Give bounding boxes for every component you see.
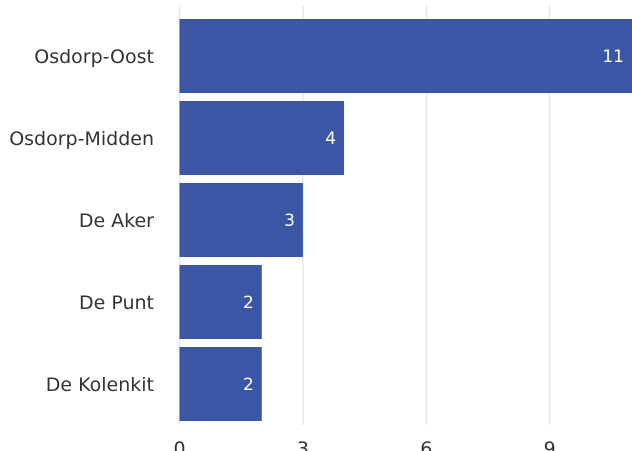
bar-value-label: 3 bbox=[284, 211, 295, 231]
category-label: De Aker bbox=[79, 210, 154, 232]
bar-value-label: 4 bbox=[325, 129, 336, 149]
bar bbox=[179, 265, 262, 339]
category-labels: Osdorp-Oost Osdorp-Midden De Aker De Punt De… bbox=[9, 46, 154, 396]
bar bbox=[179, 19, 632, 93]
x-tick-label: 0 bbox=[173, 438, 185, 451]
category-label: De Punt bbox=[79, 292, 154, 314]
bar-value-label: 2 bbox=[243, 293, 254, 313]
bar-value-label: 11 bbox=[602, 47, 624, 67]
category-label: De Kolenkit bbox=[46, 374, 154, 396]
bar bbox=[179, 101, 345, 175]
bars: 11 4 3 2 2 bbox=[179, 19, 632, 421]
category-label: Osdorp-Midden bbox=[9, 128, 154, 150]
x-tick-label: 9 bbox=[544, 438, 556, 451]
bar bbox=[179, 347, 262, 421]
bar bbox=[179, 183, 303, 257]
x-tick-label: 3 bbox=[297, 438, 309, 451]
bar-value-label: 2 bbox=[243, 375, 254, 395]
x-tick-label: 6 bbox=[420, 438, 432, 451]
x-axis-ticks: 0 3 6 9 bbox=[173, 438, 555, 451]
category-label: Osdorp-Oost bbox=[34, 46, 154, 68]
